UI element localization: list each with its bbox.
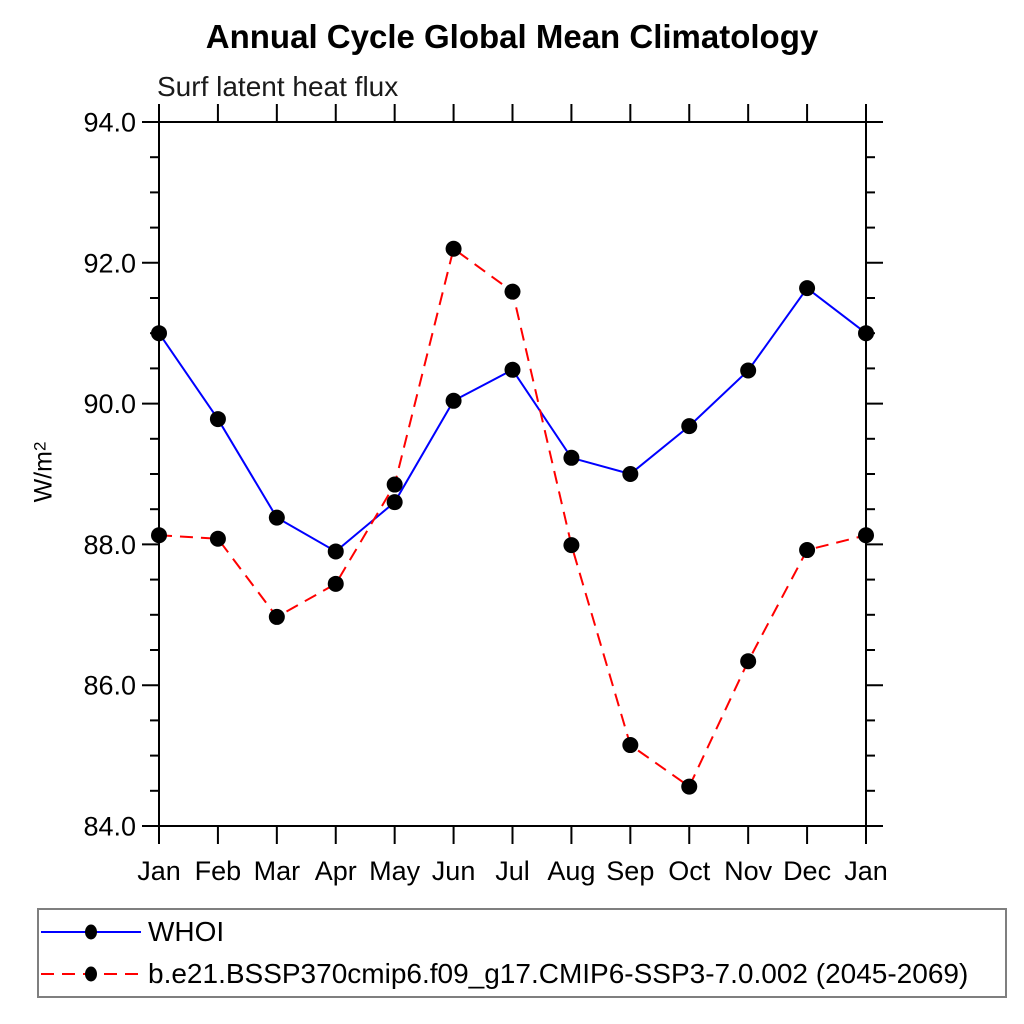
y-axis-unit-exponent: 2 bbox=[30, 441, 50, 452]
y-tick-label: 86.0 bbox=[83, 671, 136, 701]
data-point-marker-1 bbox=[504, 283, 521, 300]
x-tick-label: Apr bbox=[315, 856, 357, 886]
legend-marker-dot bbox=[85, 924, 97, 940]
data-point-marker-1 bbox=[268, 608, 285, 625]
y-tick-label: 94.0 bbox=[83, 108, 136, 138]
legend-item-model: b.e21.BSSP370cmip6.f09_g17.CMIP6-SSP3-7.… bbox=[39, 954, 1005, 994]
x-tick-label: Mar bbox=[254, 856, 301, 886]
legend-line-sample-solid bbox=[41, 924, 141, 940]
data-point-marker-0 bbox=[563, 449, 580, 466]
legend-label-whoi: WHOI bbox=[148, 916, 225, 947]
data-point-marker-1 bbox=[740, 653, 757, 670]
data-point-marker-0 bbox=[151, 325, 167, 342]
plot-frame bbox=[158, 121, 867, 827]
legend: WHOI b.e21.BSSP370cmip6.f09_g17.CMIP6-SS… bbox=[37, 908, 1007, 998]
y-tick-label: 92.0 bbox=[83, 248, 136, 278]
data-point-marker-0 bbox=[858, 325, 874, 342]
chart-subtitle: Surf latent heat flux bbox=[157, 71, 399, 102]
y-tick-label: 84.0 bbox=[83, 812, 136, 842]
x-tick-label: Nov bbox=[724, 856, 773, 886]
data-point-marker-1 bbox=[681, 778, 698, 795]
series-line-0 bbox=[158, 286, 867, 553]
y-tick-label: 90.0 bbox=[83, 389, 136, 419]
data-point-marker-0 bbox=[622, 466, 639, 482]
x-tick-label: Oct bbox=[668, 856, 711, 886]
data-point-marker-0 bbox=[740, 362, 757, 379]
data-point-marker-0 bbox=[799, 280, 816, 297]
series-line-1 bbox=[158, 247, 867, 789]
x-tick-label: Jul bbox=[495, 856, 530, 886]
legend-line-sample-dashed bbox=[41, 966, 141, 982]
data-point-marker-0 bbox=[209, 411, 226, 428]
data-point-marker-0 bbox=[681, 418, 698, 435]
x-tick-label: Jan bbox=[137, 856, 181, 886]
legend-marker-dot bbox=[85, 966, 97, 982]
data-point-marker-1 bbox=[209, 530, 226, 547]
data-point-marker-1 bbox=[622, 737, 639, 754]
data-point-marker-1 bbox=[386, 476, 403, 493]
y-axis-unit-label: W/m2 bbox=[30, 442, 59, 503]
y-tick-label: 88.0 bbox=[83, 530, 136, 560]
data-point-marker-0 bbox=[327, 543, 344, 560]
x-tick-label: Aug bbox=[547, 856, 595, 886]
data-point-marker-0 bbox=[268, 509, 285, 526]
data-point-marker-1 bbox=[563, 537, 580, 554]
legend-item-whoi: WHOI bbox=[39, 912, 1005, 952]
data-point-marker-0 bbox=[386, 494, 403, 511]
legend-label-model: b.e21.BSSP370cmip6.f09_g17.CMIP6-SSP3-7.… bbox=[148, 958, 969, 989]
y-axis-unit-base: W/m bbox=[29, 451, 58, 503]
x-tick-label: Dec bbox=[783, 856, 831, 886]
chart-title: Annual Cycle Global Mean Climatology bbox=[205, 18, 819, 55]
x-tick-label: May bbox=[369, 856, 421, 886]
data-point-marker-1 bbox=[445, 240, 462, 257]
x-tick-label: Feb bbox=[195, 856, 242, 886]
data-point-marker-1 bbox=[799, 542, 816, 559]
data-point-marker-1 bbox=[858, 527, 874, 544]
data-point-marker-0 bbox=[504, 361, 521, 378]
x-tick-label: Jun bbox=[432, 856, 476, 886]
data-point-marker-0 bbox=[445, 392, 462, 409]
data-point-marker-1 bbox=[151, 527, 167, 544]
data-point-marker-1 bbox=[327, 575, 344, 592]
x-tick-label: Jan bbox=[844, 856, 888, 886]
x-tick-label: Sep bbox=[606, 856, 654, 886]
